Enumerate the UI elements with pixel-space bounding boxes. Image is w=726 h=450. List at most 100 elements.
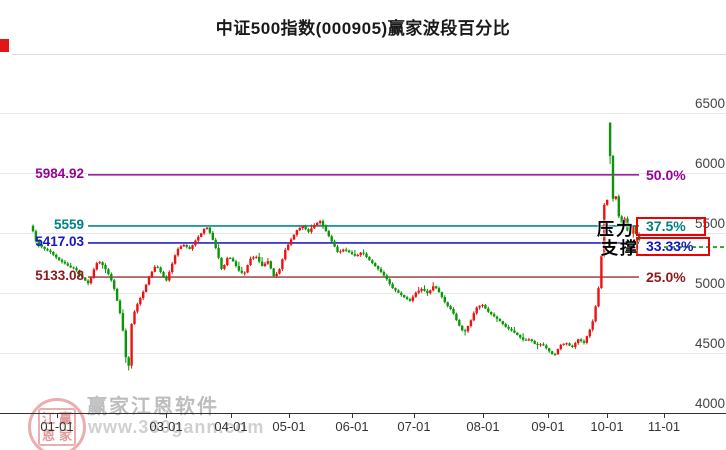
candle-body <box>278 269 281 274</box>
candle-body <box>629 230 632 234</box>
candle-body <box>397 290 400 293</box>
candle-body <box>185 244 188 247</box>
candle-body <box>374 263 377 266</box>
candle-body <box>521 337 525 340</box>
candle-body <box>246 265 249 273</box>
level-percent-label: 25.0% <box>646 269 686 286</box>
candle-body <box>289 239 293 245</box>
candle-body <box>536 343 539 345</box>
x-axis-label: 11-01 <box>647 419 681 434</box>
candle-body <box>243 272 246 274</box>
candle-body <box>321 221 325 227</box>
x-axis-label: 09-01 <box>531 419 565 434</box>
candle-body <box>86 280 90 284</box>
candle-body <box>533 341 536 344</box>
candle-body <box>376 266 380 269</box>
candle-body <box>263 263 267 266</box>
candle-body <box>284 249 287 260</box>
candle-body <box>356 254 359 256</box>
candle-body <box>75 268 78 271</box>
candle-body <box>437 288 441 293</box>
candle-body <box>260 261 264 266</box>
candle-body <box>539 344 542 346</box>
x-axis-label: 05-01 <box>272 419 306 434</box>
candle-body <box>142 291 145 299</box>
candle-body <box>579 339 583 342</box>
y-axis-label: 6500 <box>694 96 725 111</box>
candle-body <box>492 314 496 317</box>
candle-body <box>84 277 87 281</box>
candle-body <box>568 343 571 346</box>
level-percent-label: 50.0% <box>646 166 686 183</box>
candle-body <box>171 263 174 273</box>
x-axis-label: 01-01 <box>40 419 74 434</box>
candle-body <box>313 224 316 229</box>
red-corner-marker <box>0 39 9 52</box>
candle-body <box>301 226 304 229</box>
candle-body <box>368 257 371 261</box>
candle-body <box>542 344 545 346</box>
candle-body <box>591 321 594 330</box>
seal-char: 家 <box>58 428 72 443</box>
candle-body <box>461 325 464 331</box>
candle-body <box>527 339 531 341</box>
candle-body <box>168 272 171 281</box>
candle-body <box>63 261 67 264</box>
candle-body <box>81 274 84 278</box>
candle-body <box>345 249 348 251</box>
candle-body <box>159 267 162 272</box>
candle-body <box>414 292 417 297</box>
candle-body <box>553 354 557 356</box>
candle-body <box>60 259 64 262</box>
candle-body <box>623 218 626 223</box>
candle-body <box>176 248 180 256</box>
candle-body <box>66 263 69 266</box>
candle-body <box>484 305 487 309</box>
candle-body <box>614 196 618 199</box>
candle-body <box>107 269 110 275</box>
candle-body <box>324 226 328 232</box>
candle-body <box>504 324 507 327</box>
candle-body <box>487 308 490 312</box>
candle-body <box>31 225 35 232</box>
candle-body <box>231 258 235 262</box>
candle-body <box>379 268 383 272</box>
y-axis-label: 4000 <box>694 396 725 411</box>
candle-body <box>69 265 72 268</box>
candle-body <box>220 257 223 269</box>
candle-body <box>423 289 426 291</box>
candle-body <box>104 265 107 270</box>
candle-body <box>350 252 354 254</box>
candle-body <box>121 313 125 331</box>
candle-body <box>194 240 197 246</box>
candle-body <box>408 299 412 301</box>
watermark-url: www.360gann.com <box>88 417 265 437</box>
candle-body <box>136 304 139 312</box>
candle-body <box>417 290 420 293</box>
candle-body <box>530 339 533 341</box>
candle-body <box>240 270 243 273</box>
candle-body <box>173 255 177 264</box>
y-axis-label: 4500 <box>694 336 725 351</box>
candle-body <box>516 332 519 336</box>
candle-body <box>353 254 357 256</box>
candle-body <box>339 251 342 253</box>
candle-body <box>365 253 368 257</box>
x-axis-label: 10-01 <box>590 419 624 434</box>
candle-body <box>443 297 446 303</box>
candle-body <box>316 222 319 225</box>
candle-body <box>403 295 406 298</box>
x-axis-label: 07-01 <box>397 419 431 434</box>
candle-body <box>411 296 415 301</box>
candle-body <box>205 227 209 229</box>
candle-body <box>115 288 119 301</box>
y-axis-label: 6000 <box>694 156 725 171</box>
candle-body <box>55 254 58 258</box>
candle-body <box>92 269 96 278</box>
candle-body <box>197 236 200 241</box>
candle-body <box>495 316 499 319</box>
candle-body <box>362 252 365 254</box>
candle-body <box>269 261 272 269</box>
candle-body <box>110 274 113 281</box>
